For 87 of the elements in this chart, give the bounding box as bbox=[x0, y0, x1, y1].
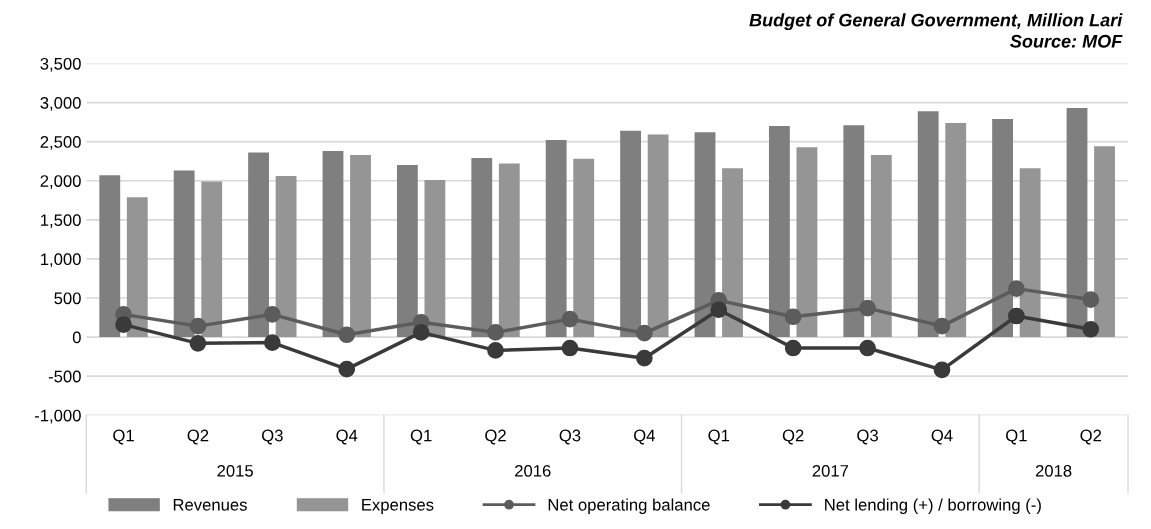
x-tick-label: Q2 bbox=[187, 429, 209, 445]
bar bbox=[945, 122, 967, 338]
point bbox=[1008, 307, 1025, 325]
point bbox=[189, 335, 207, 352]
x-tick-label: Q3 bbox=[559, 429, 581, 445]
point bbox=[859, 339, 876, 357]
bar bbox=[275, 176, 297, 338]
x-tick-label: Q4 bbox=[931, 429, 953, 445]
x-tick-label: Q3 bbox=[262, 429, 283, 445]
y-tick-label: 0 bbox=[72, 331, 81, 344]
point bbox=[784, 308, 802, 326]
legend-label: Expenses bbox=[362, 499, 434, 514]
bar bbox=[498, 163, 520, 338]
point bbox=[636, 349, 653, 367]
point bbox=[710, 301, 728, 319]
point bbox=[933, 361, 951, 379]
y-tick-label: -500 bbox=[48, 370, 81, 383]
point bbox=[561, 310, 579, 328]
bar bbox=[322, 151, 344, 338]
bar bbox=[545, 140, 567, 338]
bar bbox=[248, 152, 269, 338]
legend-label: Net operating balance bbox=[548, 498, 710, 514]
y-tick-label: 1,000 bbox=[41, 253, 81, 268]
bar bbox=[573, 158, 595, 338]
legend-label: Net lending (+) / borrowing (-) bbox=[825, 498, 1041, 514]
bar bbox=[1019, 168, 1041, 338]
point bbox=[115, 316, 132, 333]
bar bbox=[796, 147, 818, 338]
y-tick-label: 3,000 bbox=[40, 96, 81, 111]
point bbox=[933, 317, 951, 335]
bar bbox=[843, 125, 865, 338]
point bbox=[859, 299, 876, 317]
x-tick-label: Q2 bbox=[1080, 429, 1102, 445]
point bbox=[1082, 291, 1100, 308]
bar bbox=[722, 168, 743, 338]
bar bbox=[870, 154, 892, 338]
point bbox=[1082, 320, 1100, 338]
point bbox=[561, 339, 579, 357]
x-tick-label: Q2 bbox=[782, 429, 804, 445]
source-note: Source: MOF bbox=[1010, 34, 1123, 48]
bar bbox=[917, 111, 939, 338]
point bbox=[264, 306, 281, 323]
bar bbox=[350, 154, 371, 338]
x-tick-label: Q3 bbox=[857, 429, 878, 445]
bar bbox=[424, 179, 446, 338]
x-tick-label: Q1 bbox=[708, 429, 730, 445]
legend-label: Revenues bbox=[173, 499, 247, 511]
bar bbox=[1066, 108, 1088, 338]
point bbox=[636, 324, 653, 342]
x-tick-label: Q4 bbox=[634, 429, 655, 445]
y-tick-label: 3,500 bbox=[40, 57, 81, 72]
x-tick-label: Q2 bbox=[485, 429, 506, 445]
point bbox=[338, 326, 356, 344]
x-tick-label: Q1 bbox=[113, 429, 134, 445]
bar bbox=[992, 118, 1014, 338]
bar bbox=[1094, 146, 1115, 338]
text: 2015 bbox=[217, 464, 253, 477]
point bbox=[412, 324, 430, 341]
point bbox=[487, 342, 504, 359]
x-tick-label: Q1 bbox=[410, 429, 432, 445]
bar bbox=[768, 126, 790, 338]
point bbox=[338, 360, 356, 378]
text: 2016 bbox=[515, 464, 551, 477]
x-tick-label: Q4 bbox=[336, 429, 358, 445]
point bbox=[784, 339, 802, 357]
text: 2017 bbox=[812, 464, 849, 477]
point bbox=[264, 334, 281, 351]
bar bbox=[620, 130, 642, 338]
y-tick-label: 1,500 bbox=[41, 214, 81, 228]
y-tick-label: 500 bbox=[54, 292, 81, 305]
bar bbox=[126, 197, 148, 338]
bar bbox=[201, 181, 223, 338]
y-tick-label: -1,000 bbox=[34, 409, 81, 424]
bar bbox=[396, 165, 418, 338]
bar bbox=[173, 170, 195, 338]
point bbox=[487, 324, 504, 341]
bar bbox=[694, 132, 716, 338]
y-tick-label: 2,500 bbox=[40, 136, 81, 150]
bar bbox=[647, 134, 669, 338]
text: 2018 bbox=[1035, 464, 1072, 477]
point bbox=[1008, 280, 1025, 297]
chart-title: Budget of General Government, Million Lari bbox=[749, 13, 1123, 31]
y-tick-label: 2,000 bbox=[40, 175, 81, 189]
point bbox=[189, 317, 207, 335]
x-tick-label: Q1 bbox=[1006, 429, 1027, 445]
bar bbox=[471, 158, 493, 338]
bar bbox=[99, 175, 121, 338]
